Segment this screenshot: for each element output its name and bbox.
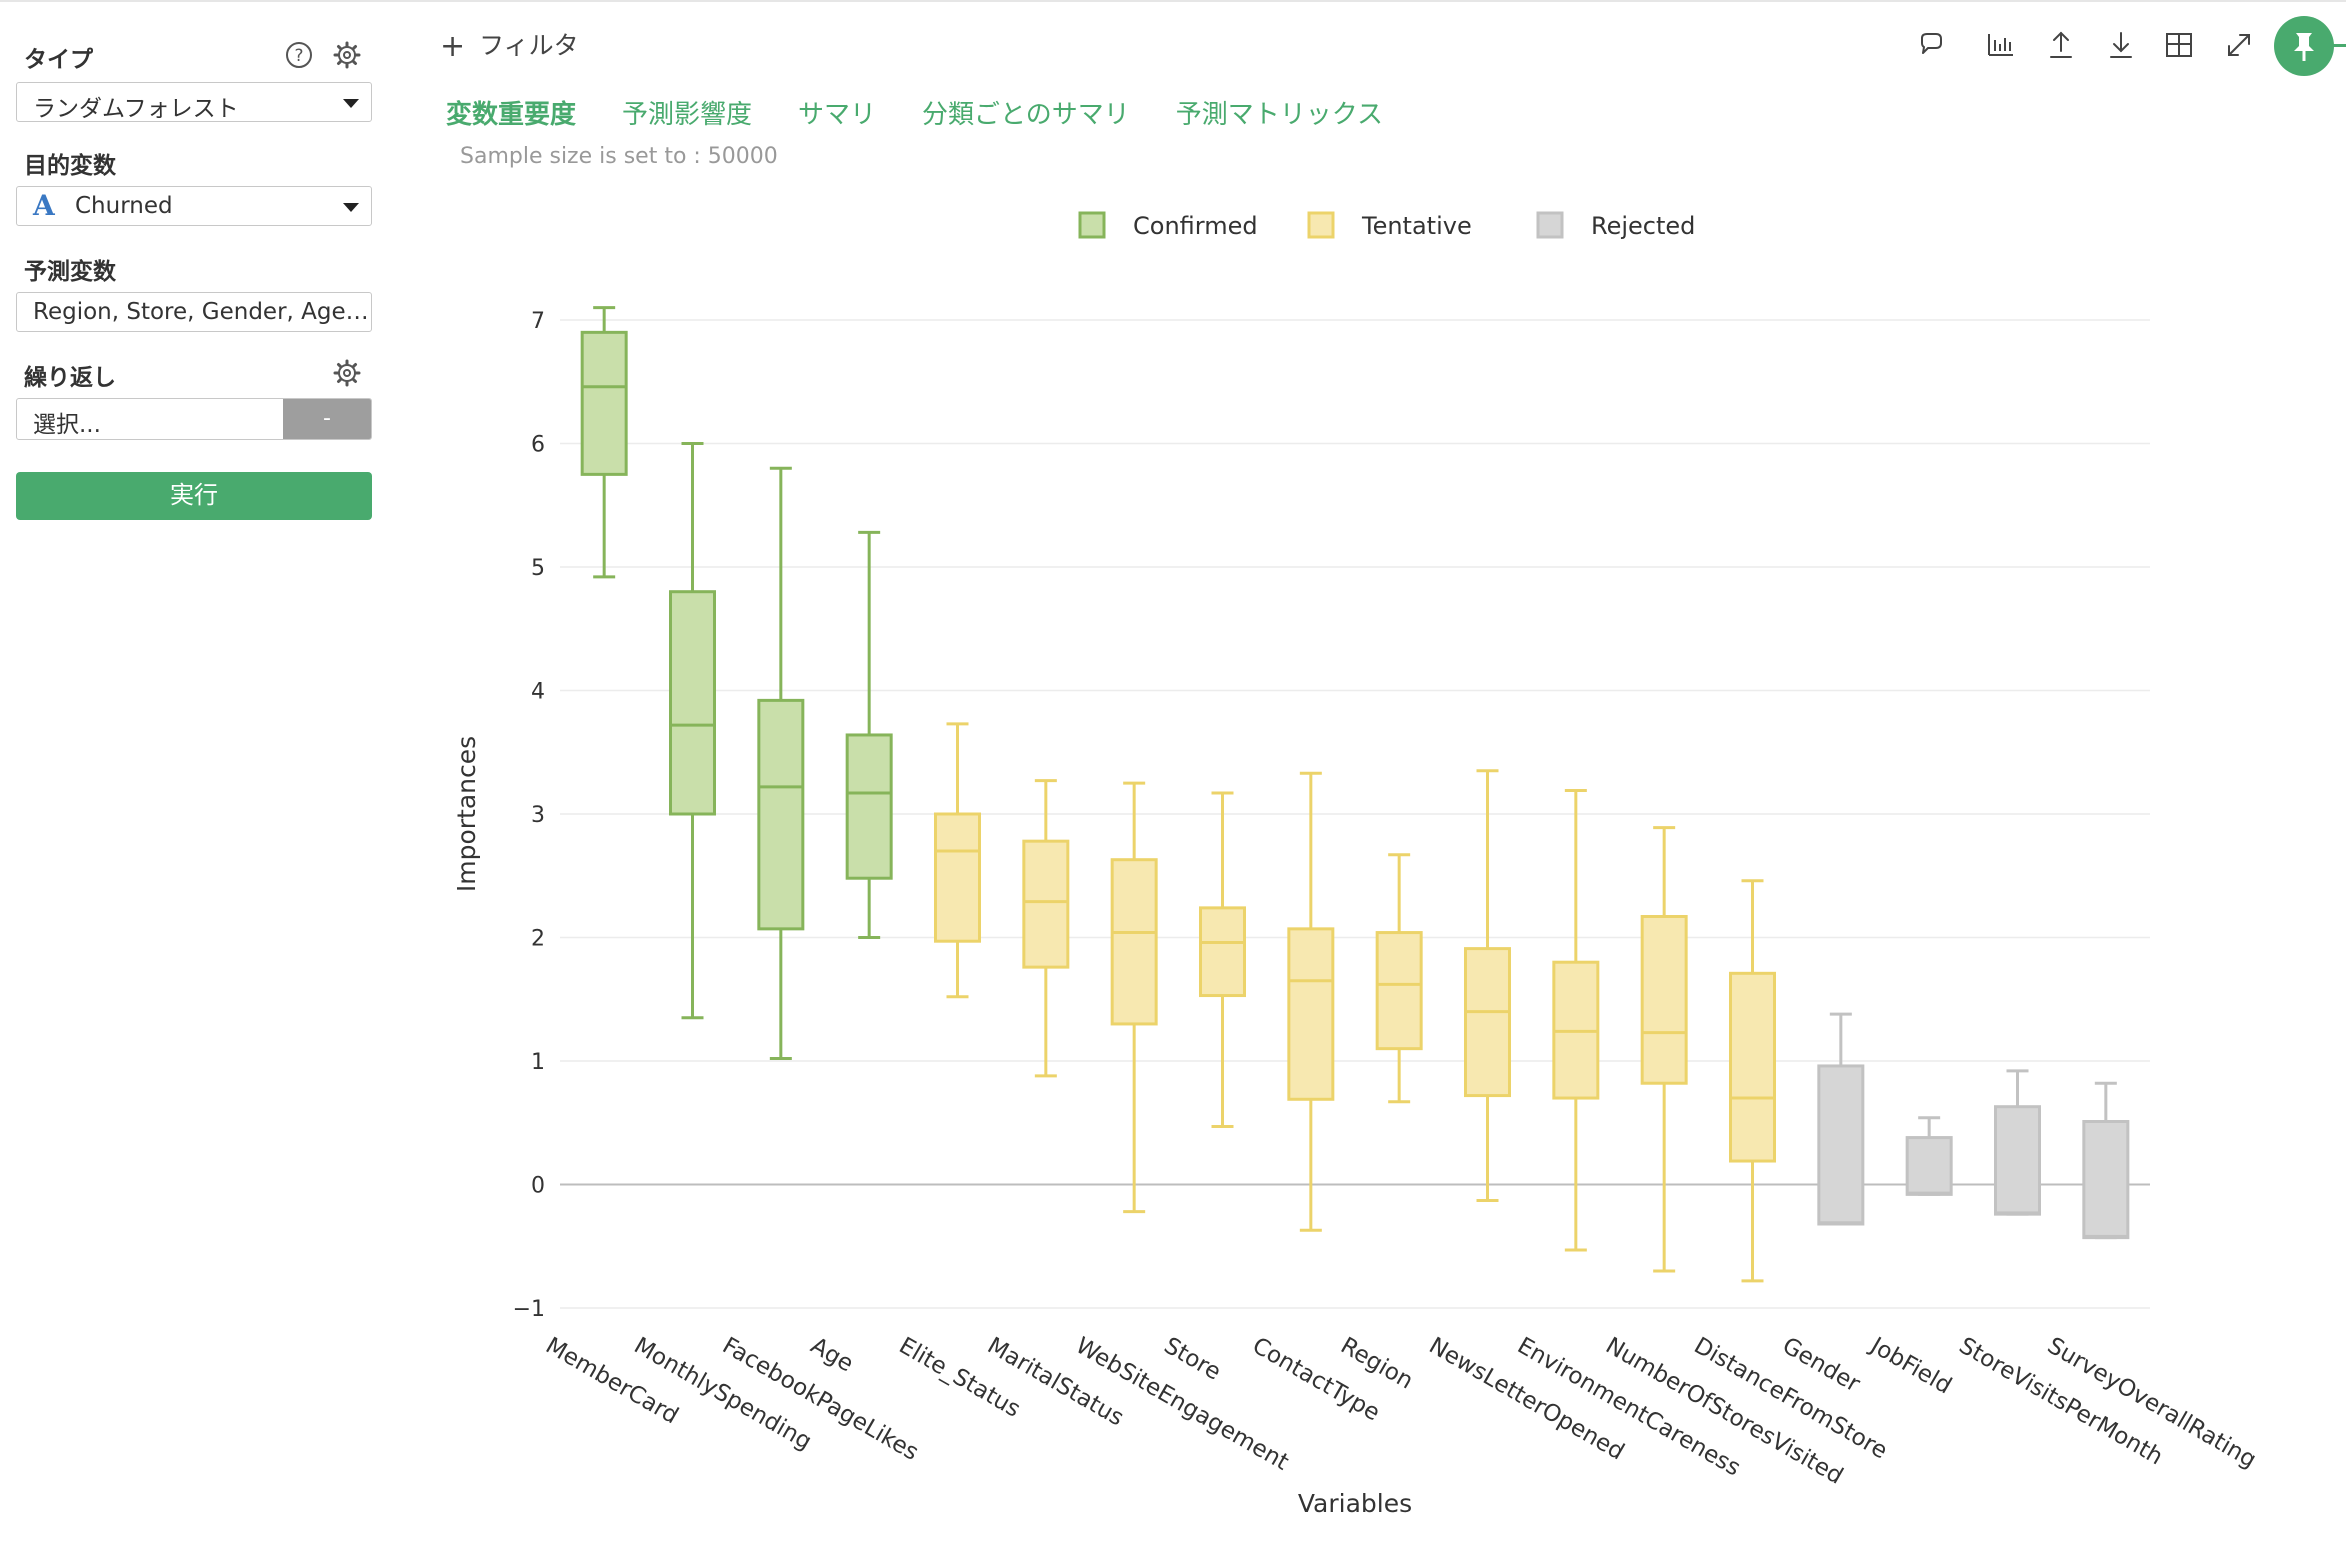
type-settings-gear-icon[interactable] [332, 40, 362, 70]
y-tick-label: 0 [531, 1174, 545, 1199]
iqr-box [1022, 839, 1070, 969]
help-icon[interactable]: ? [284, 40, 314, 70]
iqr-box [1994, 1105, 2041, 1216]
repeat-label: 繰り返し [24, 365, 116, 391]
legend-swatch [1078, 211, 1106, 239]
type-select-value: ランダムフォレスト [33, 96, 239, 122]
y-tick-label: −1 [513, 1297, 545, 1322]
text-type-icon: A [33, 189, 55, 222]
iqr-box [845, 733, 893, 880]
filter-label: フィルタ [479, 31, 579, 60]
table-icon[interactable] [2162, 28, 2196, 62]
predictors-select[interactable]: Region, Store, Gender, Age… [16, 292, 372, 332]
top-border [0, 0, 2346, 2]
y-tick-label: 7 [531, 309, 545, 334]
box-NewsLetterOpened [1464, 769, 1511, 1203]
chevron-down-icon [343, 99, 359, 108]
iqr-box [1199, 906, 1246, 998]
box-StoreVisitsPerMonth [1994, 1069, 2041, 1216]
iqr-box [1729, 971, 1776, 1163]
y-tick-label: 4 [531, 680, 545, 705]
iqr-box [1640, 915, 1688, 1085]
upload-icon[interactable] [2044, 28, 2078, 62]
plus-icon: + [440, 29, 466, 64]
pin-button[interactable] [2274, 16, 2334, 76]
pin-connector [2333, 44, 2346, 47]
iqr-box [1817, 1064, 1865, 1226]
y-tick-label: 2 [531, 927, 545, 952]
iqr-box [669, 590, 716, 816]
sample-size-note: Sample size is set to : 50000 [460, 144, 778, 169]
y-tick-label: 1 [531, 1050, 545, 1075]
box-FacebookPageLikes [757, 466, 805, 1061]
box-MemberCard [580, 306, 628, 579]
legend-label: Confirmed [1133, 212, 1258, 240]
x-axis-title: Variables [1298, 1489, 1412, 1518]
tab-bar: 変数重要度 予測影響度 サマリ 分類ごとのサマリ 予測マトリックス [446, 94, 1429, 131]
y-axis-title: Importances [452, 736, 481, 892]
legend-swatch [1307, 211, 1335, 239]
tab-variable-importance[interactable]: 変数重要度 [446, 100, 577, 130]
repeat-settings-gear-icon[interactable] [332, 358, 362, 388]
iqr-box [2082, 1120, 2130, 1240]
iqr-box [580, 330, 628, 476]
predictors-label: 予測変数 [24, 259, 116, 285]
tab-prediction-matrix[interactable]: 予測マトリックス [1175, 100, 1384, 130]
repeat-select-placeholder: 選択... [33, 412, 101, 438]
legend-label: Rejected [1591, 212, 1695, 240]
pin-icon [2294, 33, 2314, 61]
legend-label: Tentative [1361, 212, 1472, 240]
sidebar: タイプ ? ランダムフォレスト 目的変数 A Churned 予測変数 Regi… [0, 0, 390, 1550]
iqr-box [1464, 947, 1511, 1098]
comment-icon[interactable] [1914, 28, 1948, 62]
tab-summary[interactable]: サマリ [798, 100, 877, 130]
box-Elite_Status [934, 722, 981, 999]
svg-text:?: ? [294, 46, 303, 66]
iqr-box [1905, 1136, 1953, 1196]
target-label: 目的変数 [24, 153, 116, 179]
run-button[interactable]: 実行 [16, 472, 372, 520]
target-select[interactable]: A Churned [16, 186, 372, 226]
box-JobField [1905, 1116, 1953, 1196]
box-WebSiteEngagement [1110, 781, 1158, 1214]
chart-icon[interactable] [1984, 28, 2018, 62]
iqr-box [1375, 931, 1423, 1051]
iqr-box [1287, 927, 1335, 1101]
expand-icon[interactable] [2222, 28, 2256, 62]
type-select[interactable]: ランダムフォレスト [16, 82, 372, 122]
iqr-box [934, 812, 981, 943]
box-NumberOfStoresVisited [1640, 826, 1688, 1273]
iqr-box [757, 698, 805, 931]
x-tick-label: Store [1160, 1333, 1226, 1386]
repeat-select[interactable]: 選択... - [16, 398, 372, 440]
legend-swatch [1536, 211, 1564, 239]
box-Gender [1817, 1012, 1865, 1226]
box-DistanceFromStore [1729, 879, 1776, 1283]
y-tick-label: 3 [531, 803, 545, 828]
chevron-down-icon [343, 203, 359, 212]
box-ContactType [1287, 771, 1335, 1232]
box-Age [845, 530, 893, 939]
tab-prediction-impact[interactable]: 予測影響度 [622, 100, 753, 130]
y-tick-label: 5 [531, 556, 545, 581]
x-tick-label: JobField [1864, 1332, 1955, 1400]
box-MaritalStatus [1022, 779, 1070, 1078]
box-EnvironmentCareness [1552, 789, 1600, 1252]
tab-summary-by-class[interactable]: 分類ごとのサマリ [922, 100, 1130, 130]
repeat-remove-button[interactable]: - [283, 399, 371, 439]
predictors-select-value: Region, Store, Gender, Age… [33, 299, 369, 325]
filter-button[interactable]: + フィルタ [440, 26, 579, 64]
box-SurveyOverallRating [2082, 1081, 2130, 1240]
download-icon[interactable] [2104, 28, 2138, 62]
iqr-box [1110, 858, 1158, 1026]
x-tick-label: Age [806, 1333, 858, 1378]
y-tick-label: 6 [531, 433, 545, 458]
box-Region [1375, 853, 1423, 1104]
box-Store [1199, 791, 1246, 1128]
type-label: タイプ [24, 47, 93, 73]
box-MonthlySpending [669, 442, 716, 1020]
target-select-value: Churned [75, 193, 173, 219]
